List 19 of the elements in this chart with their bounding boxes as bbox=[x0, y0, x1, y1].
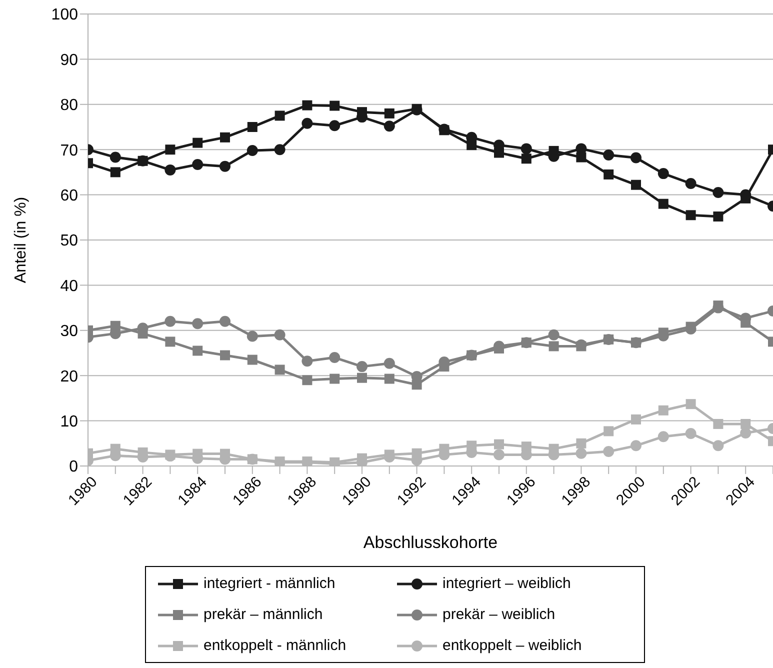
y-tick-label: 40 bbox=[60, 278, 78, 295]
x-axis-title: Abschlusskohorte bbox=[363, 533, 498, 552]
y-tick-label: 20 bbox=[60, 368, 78, 386]
y-tick-label: 70 bbox=[60, 142, 78, 160]
y-tick-label: 0 bbox=[69, 458, 78, 476]
y-tick-label: 80 bbox=[60, 97, 78, 114]
y-tick-label: 30 bbox=[60, 323, 78, 340]
y-axis-title: Anteil (in %) bbox=[12, 196, 30, 284]
y-tick-label: 90 bbox=[60, 52, 78, 69]
legend-label: entkoppelt - männlich bbox=[204, 637, 346, 654]
legend-label: entkoppelt – weiblich bbox=[442, 637, 582, 654]
legend-label: integriert - männlich bbox=[204, 575, 336, 592]
y-tick-label: 50 bbox=[60, 232, 78, 250]
legend-label: prekär – weiblich bbox=[442, 606, 556, 623]
y-tick-label: 60 bbox=[60, 187, 78, 204]
y-tick-label: 100 bbox=[51, 6, 78, 24]
y-tick-label: 10 bbox=[60, 413, 78, 430]
legend-label: integriert – weiblich bbox=[442, 575, 571, 592]
legend-label: prekär – männlich bbox=[204, 606, 323, 623]
